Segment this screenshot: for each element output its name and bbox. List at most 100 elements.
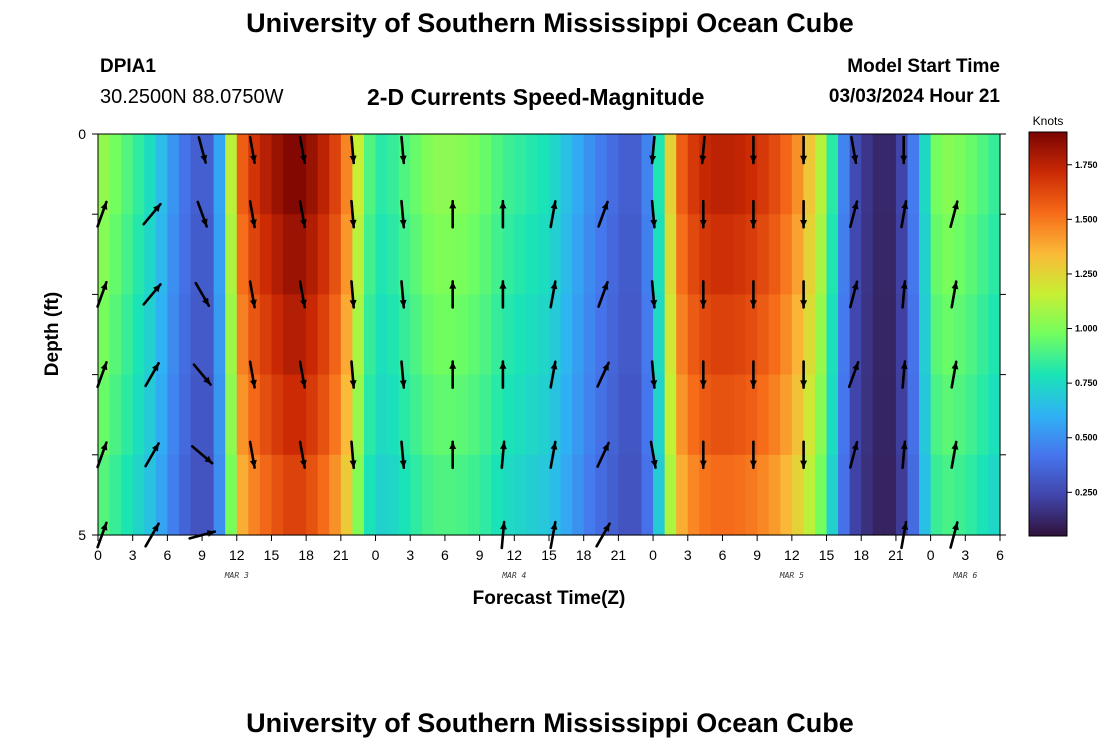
heat-cell [768, 454, 781, 536]
heat-cell [329, 454, 342, 536]
current-arrow [499, 280, 507, 309]
heat-cell [456, 134, 469, 215]
heat-cell [560, 134, 573, 215]
heat-cell [549, 134, 562, 215]
x-tick-label: 12 [229, 547, 245, 563]
heat-cell [236, 214, 249, 295]
heat-cell [583, 454, 596, 536]
heat-cell [745, 294, 758, 376]
current-arrow [349, 280, 357, 309]
heat-cell [271, 374, 284, 456]
heat-cell [988, 454, 1001, 536]
heat-cell [259, 374, 273, 456]
speed-heatmap [98, 134, 1001, 536]
heat-cell [144, 134, 157, 215]
heat-cell [352, 294, 365, 376]
heat-cell [757, 374, 770, 456]
heat-cell [976, 454, 990, 536]
heat-cell [387, 294, 400, 376]
heat-cell [502, 374, 515, 456]
heat-cell [710, 294, 724, 376]
heat-cell [387, 454, 400, 536]
heat-cell [236, 454, 249, 536]
heat-cell [144, 454, 157, 536]
heat-cell [329, 134, 342, 215]
heat-cell [687, 374, 700, 456]
heat-cell [421, 134, 434, 215]
heat-cell [121, 374, 134, 456]
x-tick-label: 21 [333, 547, 349, 563]
heat-cell [259, 294, 273, 376]
heat-cell [641, 374, 654, 456]
heat-cell [814, 294, 828, 376]
heat-cell [629, 454, 643, 536]
current-arrow [699, 135, 707, 165]
heat-cell [930, 214, 943, 295]
heat-cell [953, 374, 966, 456]
heat-cell [306, 374, 319, 456]
heat-cell [606, 374, 619, 456]
heat-cell [387, 214, 400, 295]
x-tick-label: 18 [576, 547, 592, 563]
current-arrow [949, 200, 959, 229]
heat-cell [930, 294, 943, 376]
heat-cell [444, 134, 458, 215]
x-tick-label: 6 [163, 547, 171, 563]
x-tick-label: 9 [198, 547, 206, 563]
x-tick-label: 6 [996, 547, 1004, 563]
heat-cell [768, 374, 781, 456]
current-arrow [196, 200, 208, 228]
heat-cell [109, 374, 122, 456]
heat-cell [884, 374, 897, 456]
heat-cell [919, 214, 932, 295]
x-tick-label: 3 [684, 547, 692, 563]
heat-cell [884, 134, 897, 215]
heat-cell [468, 134, 481, 215]
current-arrow [900, 200, 909, 229]
heat-cell [722, 454, 735, 536]
heat-cell [641, 454, 654, 536]
heat-cell [340, 454, 354, 536]
heat-cell [155, 294, 168, 376]
current-arrow [298, 360, 307, 389]
heat-cell [213, 374, 226, 456]
heat-cell [606, 454, 619, 536]
heat-cell [803, 214, 816, 295]
model-start-value: 03/03/2024 Hour 21 [828, 86, 1000, 107]
heat-cell [421, 214, 434, 295]
heat-cell [595, 454, 608, 536]
x-tick-label: 12 [784, 547, 800, 563]
current-arrow [950, 280, 959, 309]
current-arrow [650, 280, 658, 309]
current-arrow [142, 202, 162, 226]
x-tick-label: 15 [264, 547, 280, 563]
heat-cell [953, 134, 966, 215]
current-arrow [144, 442, 160, 468]
heat-cell [479, 214, 492, 295]
y-axis-ticks: 05 [78, 126, 1006, 543]
heat-cell [248, 214, 261, 295]
heat-cell [803, 294, 816, 376]
heat-cell [791, 134, 805, 215]
current-arrow [847, 361, 860, 389]
heat-cell [398, 374, 411, 456]
heat-cell [872, 294, 885, 376]
heat-cell [595, 374, 608, 456]
heat-cell [479, 294, 492, 376]
current-arrow [499, 199, 507, 229]
heat-cell [988, 374, 1001, 456]
heat-cell [976, 294, 990, 376]
current-arrow [749, 135, 757, 165]
heat-cell [942, 454, 955, 536]
heat-cell [687, 134, 700, 215]
y-tick-label: 0 [78, 126, 86, 142]
heat-cell [780, 214, 793, 295]
heat-cell [387, 134, 400, 215]
heat-cell [560, 454, 573, 536]
heat-cell [317, 214, 330, 295]
heat-cell [491, 294, 504, 376]
heat-cell [895, 214, 909, 295]
heat-cell [629, 134, 643, 215]
heat-cell [653, 454, 666, 536]
heat-cell [398, 294, 411, 376]
